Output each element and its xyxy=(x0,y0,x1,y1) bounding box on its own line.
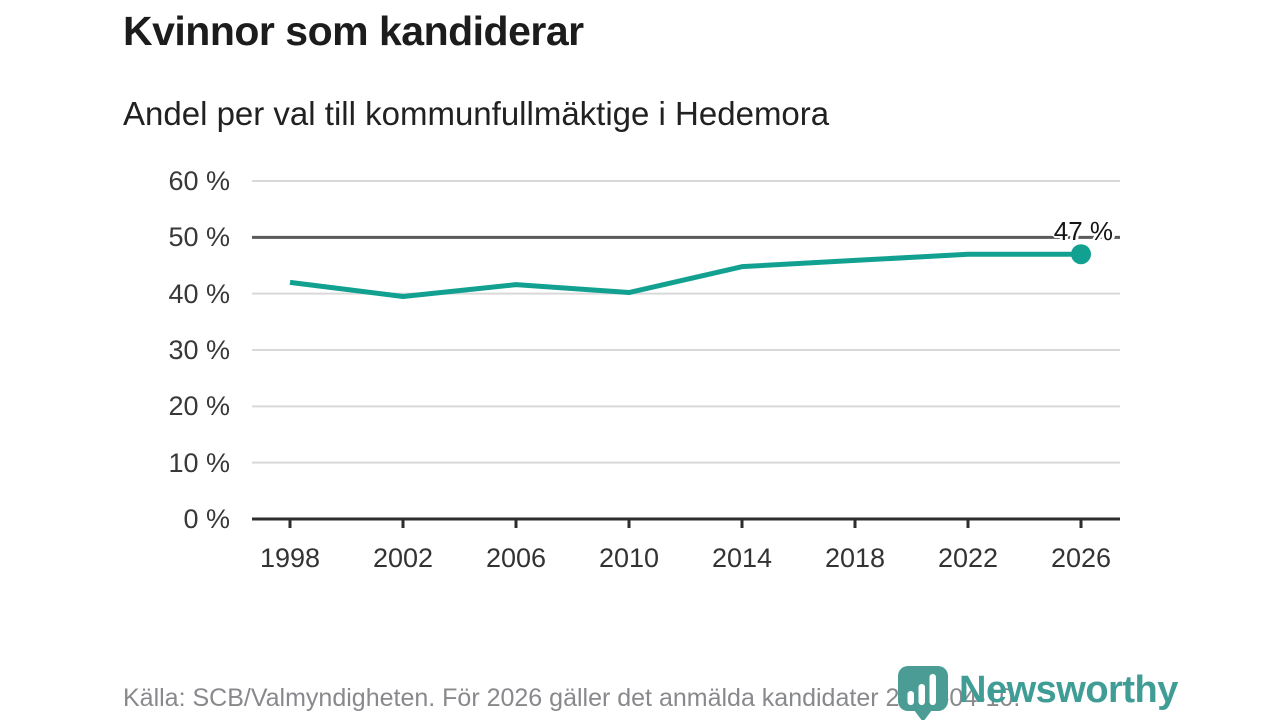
y-tick-label: 0 % xyxy=(183,504,230,534)
x-tick-label: 2002 xyxy=(372,543,434,573)
end-point-marker xyxy=(1071,244,1091,265)
chart-subtitle: Andel per val till kommunfullmäktige i H… xyxy=(123,95,830,132)
newsworthy-logo: Newsworthy xyxy=(897,666,1178,720)
end-value-label: 47 % xyxy=(1053,216,1113,247)
newsworthy-wordmark: Newsworthy xyxy=(959,669,1178,711)
x-tick-label: 2014 xyxy=(711,543,773,573)
y-tick-label: 30 % xyxy=(168,335,230,365)
series-line xyxy=(289,251,1081,299)
y-tick-label: 20 % xyxy=(168,391,230,422)
y-tick-label: 40 % xyxy=(168,278,230,309)
x-tick-label: 1998 xyxy=(259,543,321,573)
x-tick-label: 2018 xyxy=(824,543,886,573)
newsworthy-pin-icon xyxy=(898,666,948,720)
chart-title: Kvinnor som kandiderar xyxy=(123,8,584,54)
y-tick-label: 10 % xyxy=(168,447,230,478)
y-tick-label: 60 % xyxy=(168,166,230,196)
x-tick-label: 2022 xyxy=(937,543,999,573)
x-tick-label: 2010 xyxy=(598,543,660,573)
x-tick-label: 2026 xyxy=(1050,543,1112,573)
y-tick-label: 50 % xyxy=(168,222,230,253)
source-note: Källa: SCB/Valmyndigheten. För 2026 gäll… xyxy=(123,684,1021,712)
x-tick-label: 2006 xyxy=(485,543,547,573)
